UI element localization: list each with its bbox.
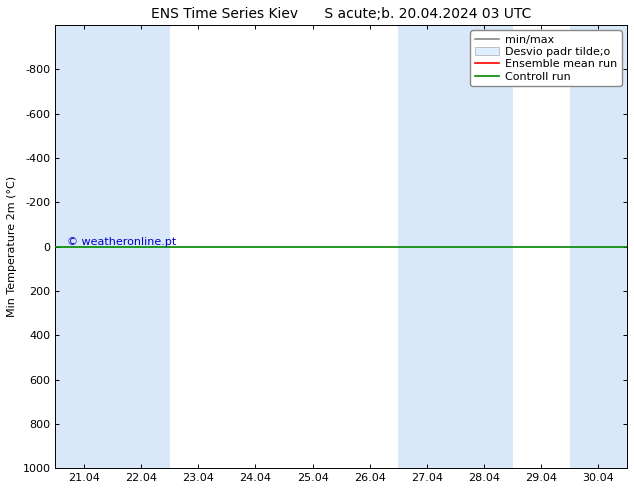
Title: ENS Time Series Kiev      S acute;b. 20.04.2024 03 UTC: ENS Time Series Kiev S acute;b. 20.04.20… — [151, 7, 531, 21]
Y-axis label: Min Temperature 2m (°C): Min Temperature 2m (°C) — [7, 176, 17, 317]
Legend: min/max, Desvio padr tilde;o, Ensemble mean run, Controll run: min/max, Desvio padr tilde;o, Ensemble m… — [470, 30, 621, 86]
Bar — [55, 25, 170, 468]
Bar — [398, 25, 513, 468]
Bar — [570, 25, 627, 468]
Text: © weatheronline.pt: © weatheronline.pt — [67, 237, 176, 247]
